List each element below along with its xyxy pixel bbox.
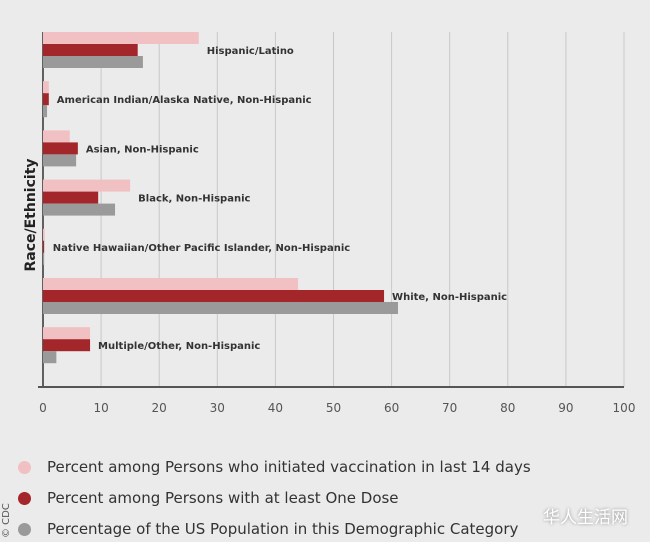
bar-2 [43, 56, 143, 68]
legend-item-population: Percentage of the US Population in this … [18, 520, 518, 538]
bar-1 [43, 93, 49, 106]
legend-label: Percentage of the US Population in this … [47, 520, 519, 538]
credit: © CDC [1, 503, 12, 538]
bar-0 [43, 278, 299, 290]
bar-0 [43, 32, 199, 44]
bar-0 [43, 228, 45, 241]
bar-2 [43, 105, 48, 118]
bar-chart: 0 10 20 30 40 50 60 70 80 90 100 Race/Ethnicity Hisp… [23, 32, 636, 415]
bar-2 [43, 203, 116, 216]
x-tick-label: 10 [93, 401, 108, 415]
x-tick-label: 30 [210, 401, 225, 415]
watermark: 华人生活网 [543, 508, 628, 528]
legend-item-initiated: Percent among Persons who initiated vacc… [18, 458, 531, 476]
category-label: Multiple/Other, Non-Hispanic [98, 341, 260, 352]
category-label: Hispanic/Latino [207, 46, 294, 57]
bar-0 [43, 327, 91, 340]
bar-0 [43, 179, 131, 192]
bar-1 [43, 339, 91, 352]
bar-1 [43, 290, 385, 302]
bar-0 [43, 81, 49, 94]
legend-swatch [18, 491, 31, 505]
x-tick-label: 60 [384, 401, 399, 415]
legend-swatch [18, 460, 31, 474]
bar-1 [43, 191, 99, 204]
x-tick-label: 40 [268, 401, 283, 415]
category-label: Native Hawaiian/Other Pacific Islander, … [53, 243, 351, 254]
x-tick-label: 100 [613, 401, 636, 415]
x-tick-label: 50 [326, 401, 341, 415]
x-tick-label: 20 [152, 401, 167, 415]
category-label: Black, Non-Hispanic [138, 194, 250, 205]
category-label: American Indian/Alaska Native, Non-Hispa… [57, 95, 312, 106]
legend-label: Percent among Persons with at least One … [47, 489, 399, 507]
legend-item-one-dose: Percent among Persons with at least One … [18, 489, 399, 507]
y-axis-label: Race/Ethnicity [23, 158, 39, 271]
category-label: White, Non-Hispanic [392, 292, 507, 303]
bar-1 [43, 142, 78, 155]
bar-1 [43, 44, 138, 56]
bar-2 [43, 252, 45, 265]
x-tick-label: 70 [442, 401, 457, 415]
category-label: Asian, Non-Hispanic [86, 144, 199, 155]
x-tick-label: 90 [558, 401, 573, 415]
bar-1 [43, 240, 45, 253]
bar-0 [43, 130, 70, 143]
bar-2 [43, 154, 77, 167]
legend-swatch [18, 522, 31, 536]
bar-2 [43, 351, 57, 364]
x-tick-label: 0 [39, 401, 47, 415]
x-tick-label: 80 [500, 401, 515, 415]
bar-2 [43, 302, 398, 314]
legend-label: Percent among Persons who initiated vacc… [47, 458, 531, 476]
